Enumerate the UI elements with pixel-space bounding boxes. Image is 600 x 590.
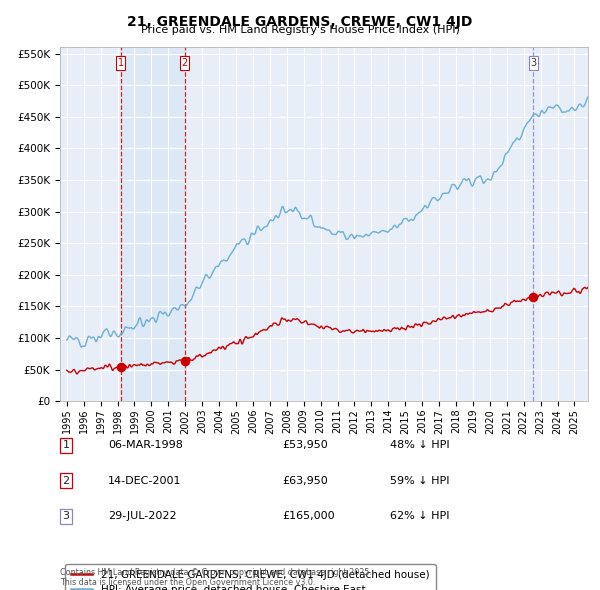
Text: £165,000: £165,000 — [282, 512, 335, 521]
Text: Price paid vs. HM Land Registry's House Price Index (HPI): Price paid vs. HM Land Registry's House … — [140, 25, 460, 35]
Text: 48% ↓ HPI: 48% ↓ HPI — [390, 441, 449, 450]
Text: 62% ↓ HPI: 62% ↓ HPI — [390, 512, 449, 521]
Text: 14-DEC-2001: 14-DEC-2001 — [108, 476, 182, 486]
Point — [116, 362, 125, 372]
Text: 2: 2 — [62, 476, 70, 486]
Point — [529, 292, 538, 301]
Text: Contains HM Land Registry data © Crown copyright and database right 2025.
This d: Contains HM Land Registry data © Crown c… — [60, 568, 372, 587]
Text: 29-JUL-2022: 29-JUL-2022 — [108, 512, 176, 521]
Text: £53,950: £53,950 — [282, 441, 328, 450]
Bar — [121, 47, 185, 401]
Point — [180, 356, 190, 365]
Text: £63,950: £63,950 — [282, 476, 328, 486]
Text: 3: 3 — [530, 58, 536, 68]
Text: 06-MAR-1998: 06-MAR-1998 — [108, 441, 183, 450]
Text: 21, GREENDALE GARDENS, CREWE, CW1 4JD: 21, GREENDALE GARDENS, CREWE, CW1 4JD — [127, 15, 473, 29]
Text: 3: 3 — [62, 512, 70, 521]
Text: 2: 2 — [181, 58, 188, 68]
Legend: 21, GREENDALE GARDENS, CREWE, CW1 4JD (detached house), HPI: Average price, deta: 21, GREENDALE GARDENS, CREWE, CW1 4JD (d… — [65, 563, 436, 590]
Text: 1: 1 — [62, 441, 70, 450]
Text: 59% ↓ HPI: 59% ↓ HPI — [390, 476, 449, 486]
Text: 1: 1 — [118, 58, 124, 68]
